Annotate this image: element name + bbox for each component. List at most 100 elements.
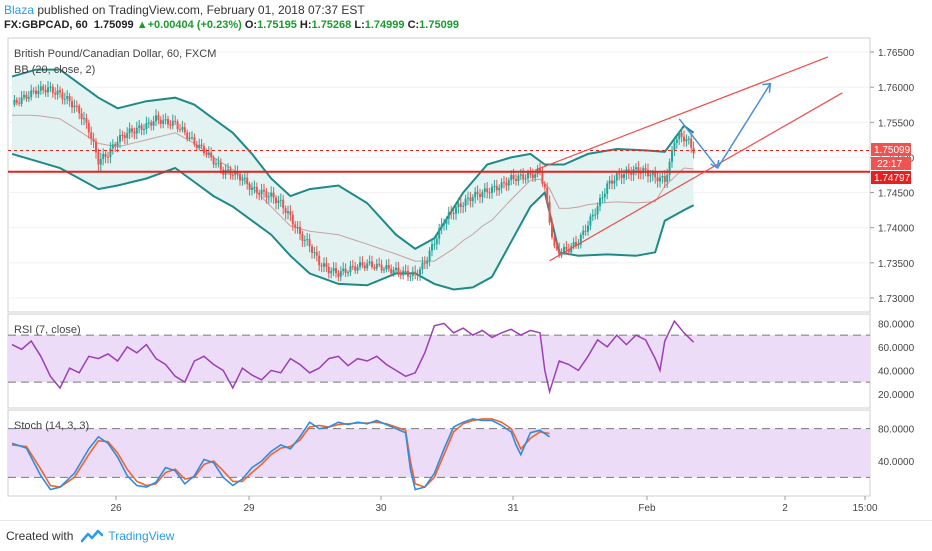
candle-body — [37, 90, 40, 95]
candle-body — [212, 157, 215, 165]
candle-body — [241, 179, 244, 181]
candle-body — [589, 216, 592, 226]
bb-lower-line — [11, 152, 695, 291]
arrowhead-up — [762, 82, 772, 93]
candle-body — [606, 183, 609, 194]
candle-body — [114, 144, 117, 147]
candle-body — [661, 176, 664, 178]
candle-body — [524, 178, 527, 180]
stoch-k-line — [11, 418, 551, 491]
chart-canvas[interactable]: 1.765001.760001.755001.750001.745001.740… — [0, 0, 932, 520]
candle-body — [198, 144, 201, 149]
candle-body — [335, 268, 337, 274]
candle-body — [491, 186, 493, 193]
candle-body — [368, 261, 371, 264]
candle-body — [128, 128, 131, 134]
price-tick-label: 1.73000 — [878, 294, 915, 305]
candle-body — [452, 213, 455, 215]
candle-body — [320, 265, 323, 267]
candle-body — [474, 191, 477, 198]
author-link[interactable]: Blaza — [4, 3, 35, 17]
candle-body — [126, 133, 129, 139]
candle-body — [426, 260, 429, 264]
candle-body — [270, 192, 273, 197]
candle-body — [68, 96, 71, 102]
candle-body — [102, 153, 105, 159]
projection-arrow-up — [716, 83, 772, 169]
tradingview-brand[interactable]: TradingView — [108, 529, 175, 543]
candle-body — [97, 152, 100, 165]
candle-body — [330, 271, 333, 274]
candle-body — [301, 234, 304, 241]
candle-body — [95, 141, 97, 153]
candle-body — [15, 99, 18, 103]
candle-body — [44, 89, 47, 93]
candle-body — [395, 267, 397, 271]
candle-body — [399, 273, 402, 276]
candle-body — [210, 152, 213, 158]
candle-body — [404, 270, 407, 272]
candle-body — [20, 97, 23, 104]
candle-body — [32, 90, 35, 92]
candle-body — [685, 139, 688, 142]
candle-body — [159, 119, 162, 125]
candle-body — [279, 199, 282, 201]
candle-body — [227, 169, 229, 171]
candle-body — [152, 121, 155, 126]
candle-body — [107, 156, 109, 158]
candle-body — [215, 163, 217, 165]
candle-body — [169, 124, 172, 126]
candle-body — [263, 189, 265, 192]
candle-body — [339, 271, 342, 277]
candle-body — [138, 125, 141, 128]
candle-body — [683, 136, 685, 142]
rsi-legend: RSI (7, close) — [14, 324, 81, 336]
candle-body — [260, 189, 263, 195]
candle-body — [188, 137, 191, 139]
candle-body — [397, 267, 400, 274]
candle-body — [690, 138, 693, 148]
last-price-badge-text: 1.75099 — [874, 145, 911, 156]
candle-body — [467, 197, 469, 199]
projection-arrow-down — [678, 118, 719, 169]
candle-body — [663, 176, 666, 182]
candle-body — [356, 267, 359, 271]
candle-body — [483, 188, 486, 192]
candle-body — [493, 185, 496, 187]
close-value: 1.75099 — [419, 19, 459, 31]
candle-body — [25, 94, 28, 99]
candle-body — [414, 271, 417, 275]
candle-body — [476, 191, 479, 195]
tradingview-logo-icon[interactable] — [81, 529, 104, 543]
rsi-tick-label: 80.0000 — [878, 319, 915, 330]
candle-body — [83, 118, 85, 120]
candle-body — [644, 168, 647, 170]
candle-body — [450, 211, 453, 214]
candle-body — [387, 265, 390, 269]
candle-body — [390, 268, 393, 274]
candle-body — [191, 137, 193, 139]
candle-body — [548, 201, 551, 223]
candle-body — [522, 174, 525, 180]
stoch-d-line — [11, 418, 550, 489]
candle-body — [611, 180, 613, 184]
candle-body — [503, 182, 505, 184]
candle-body — [546, 187, 549, 202]
candle-body — [186, 132, 189, 139]
candle-body — [539, 169, 541, 173]
candle-body — [507, 180, 510, 186]
price-tick-label: 1.73500 — [878, 259, 915, 270]
candle-body — [351, 266, 354, 268]
candle-body — [608, 180, 611, 184]
candle-body — [431, 244, 433, 251]
candle-body — [445, 218, 448, 225]
countdown-badge — [871, 157, 911, 170]
candle-body — [419, 269, 421, 276]
candle-body — [104, 153, 107, 157]
last-price: 1.75099 — [93, 19, 134, 31]
candle-body — [563, 247, 565, 253]
candle-body — [90, 132, 93, 139]
candle-body — [440, 224, 443, 229]
candle-body — [402, 270, 405, 276]
candle-body — [623, 173, 625, 179]
